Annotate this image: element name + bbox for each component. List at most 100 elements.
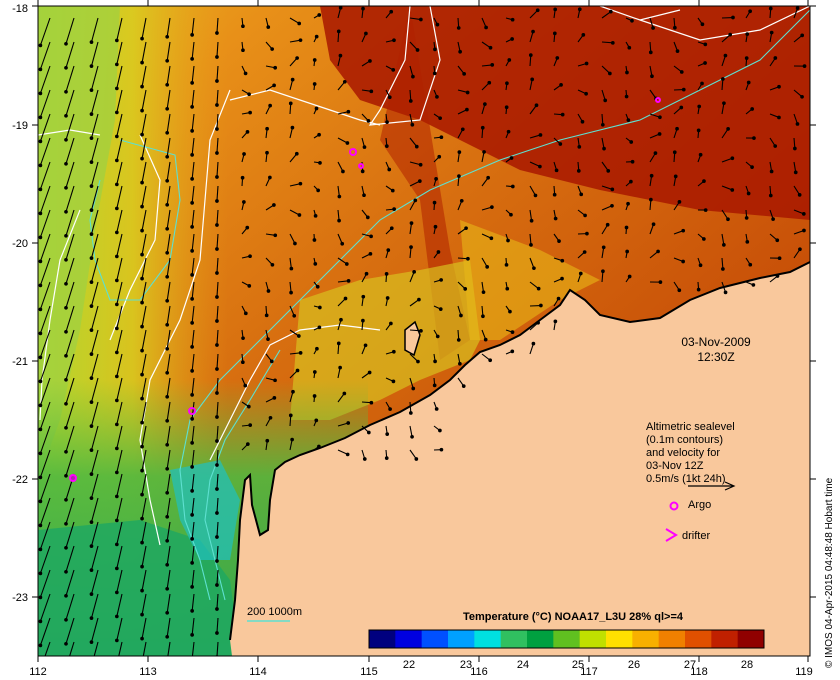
velocity-arrow-head [560,276,564,281]
velocity-arrow-head [801,212,806,216]
velocity-arrow-head [242,152,246,156]
velocity-arrow-head [438,428,442,433]
velocity-arrow-head [38,571,43,576]
velocity-arrow-head [433,359,437,364]
velocity-arrow-head [165,490,170,495]
velocity-arrow-head [165,154,170,159]
velocity-arrow-head [553,7,558,12]
velocity-arrow-head [795,6,800,10]
lon-tick-label: 113 [139,666,157,678]
argo-float[interactable] [188,407,196,415]
velocity-arrow-head [432,383,437,388]
velocity-arrow [216,185,219,202]
velocity-arrow-head [248,423,253,427]
velocity-arrow-head [215,223,219,227]
velocity-arrow-head [576,169,581,173]
velocity-arrow-head [215,439,219,443]
velocity-arrow-head [418,162,423,167]
colorbar-swatch [711,630,739,648]
velocity-arrow-head [681,259,685,264]
velocity-arrow-head [190,417,194,421]
velocity-arrow-head [245,225,250,230]
velocity-arrow [216,521,219,538]
velocity-arrow [191,521,195,539]
velocity-arrow [69,641,75,656]
velocity-arrow-head [629,140,634,144]
velocity-arrow-head [64,65,68,70]
argo-float[interactable] [349,148,357,156]
velocity-arrow [216,257,219,274]
velocity-arrow-head [603,98,608,103]
velocity-arrow-head [190,441,194,445]
velocity-arrow-head [650,74,654,79]
velocity-arrow-head [38,43,43,48]
velocity-arrow [65,545,75,572]
velocity-arrow [141,209,147,231]
velocity-arrow-head [365,215,370,220]
velocity-arrow-head [114,302,119,307]
velocity-arrow-head [268,103,272,108]
velocity-arrow-head [89,520,94,524]
argo-float[interactable] [358,163,364,169]
argo-float[interactable] [655,97,661,103]
velocity-arrow-head [606,169,611,173]
velocity-arrow-head [114,518,119,523]
velocity-arrow-head [312,58,317,62]
velocity-arrow-head [140,276,144,281]
velocity-arrow [90,233,99,259]
velocity-arrow-head [190,609,194,613]
velocity-arrow-head [140,228,144,233]
velocity-arrow-head [268,415,273,420]
velocity-arrow-head [190,465,194,469]
velocity-arrow [90,209,99,235]
velocity-arrow-head [89,232,94,236]
velocity-arrow [191,65,195,83]
velocity-arrow-head [630,159,635,164]
velocity-arrow-head [241,48,245,53]
velocity-arrow [191,305,195,323]
velocity-arrow-head [777,256,782,261]
velocity-arrow-head [38,163,43,168]
velocity-arrow-head [536,286,541,291]
velocity-arrow-head [681,87,686,92]
velocity-arrow-head [165,274,170,279]
velocity-arrow [65,161,75,188]
velocity-arrow-head [215,271,219,275]
velocity-arrow-head [482,150,486,154]
velocity-arrow-head [539,303,543,308]
velocity-arrow [116,569,123,593]
velocity-arrow [216,497,219,514]
velocity-arrow [90,497,99,523]
velocity-arrow [65,233,75,260]
velocity-arrow-head [264,313,269,318]
velocity-arrow-head [777,115,781,120]
velocity-arrow-head [417,297,421,302]
velocity-arrow [65,401,75,428]
velocity-arrow-head [385,432,390,436]
velocity-arrow-head [289,266,294,271]
colorbar-swatch [685,630,712,648]
velocity-arrow-head [64,497,68,502]
velocity-arrow [141,449,147,471]
velocity-arrow [90,617,99,643]
velocity-arrow-head [190,321,194,325]
velocity-arrow-head [215,31,219,35]
velocity-arrow [116,209,123,233]
velocity-arrow-head [624,94,629,99]
velocity-arrow-head [114,278,119,283]
velocity-arrow-head [165,514,170,519]
argo-float[interactable] [69,474,77,482]
velocity-arrow-head [190,297,194,301]
velocity-arrow-head [750,107,755,111]
velocity-arrow-head [114,206,119,211]
velocity-arrow-head [579,192,584,197]
velocity-arrow-head [312,238,317,242]
velocity-arrow-head [215,463,219,467]
colorbar-swatch [395,630,423,648]
velocity-arrow [65,89,75,116]
velocity-arrow-head [215,103,219,107]
velocity-arrow-head [721,242,726,247]
velocity-arrow [166,353,171,373]
velocity-arrow-head [532,266,536,271]
velocity-arrow-head [505,286,510,291]
